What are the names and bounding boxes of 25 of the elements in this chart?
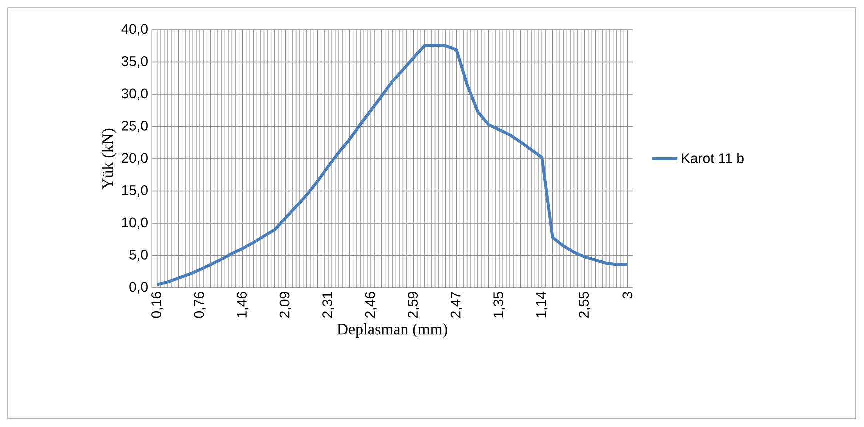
x-tick-label: 1,35: [494, 292, 506, 318]
y-tick-label: 35,0: [122, 56, 148, 68]
x-tick-label: 0,76: [194, 292, 206, 318]
x-tick-label: 2,46: [365, 292, 377, 318]
x-tick-label: 2,31: [322, 292, 334, 318]
y-tick-label: 40,0: [122, 24, 148, 36]
line-series: [156, 44, 630, 286]
y-tick-label: 5,0: [130, 250, 148, 262]
legend-label: Karot 11 b: [682, 153, 744, 164]
x-axis-title: Deplasman (mm): [337, 324, 448, 338]
x-tick-label: 2,47: [450, 292, 462, 318]
y-axis-title: Yük (kN): [102, 128, 116, 190]
x-tick-label: 3: [622, 292, 633, 299]
y-tick-label: 20,0: [122, 153, 148, 165]
y-tick-label: 10,0: [122, 218, 148, 230]
y-tick-label: 0,0: [130, 282, 148, 294]
x-tick-label: 1,46: [237, 292, 249, 318]
x-tick-label: 2,09: [280, 292, 292, 318]
x-tick-label: 2,55: [579, 292, 591, 318]
x-tick-label: 0,16: [152, 292, 164, 318]
y-tick-label: 15,0: [122, 185, 148, 198]
y-tick-label: 30,0: [122, 88, 148, 100]
x-tick-label: 1,14: [536, 292, 548, 318]
y-tick-label: 25,0: [122, 120, 148, 133]
x-tick-label: 2,59: [408, 292, 420, 318]
